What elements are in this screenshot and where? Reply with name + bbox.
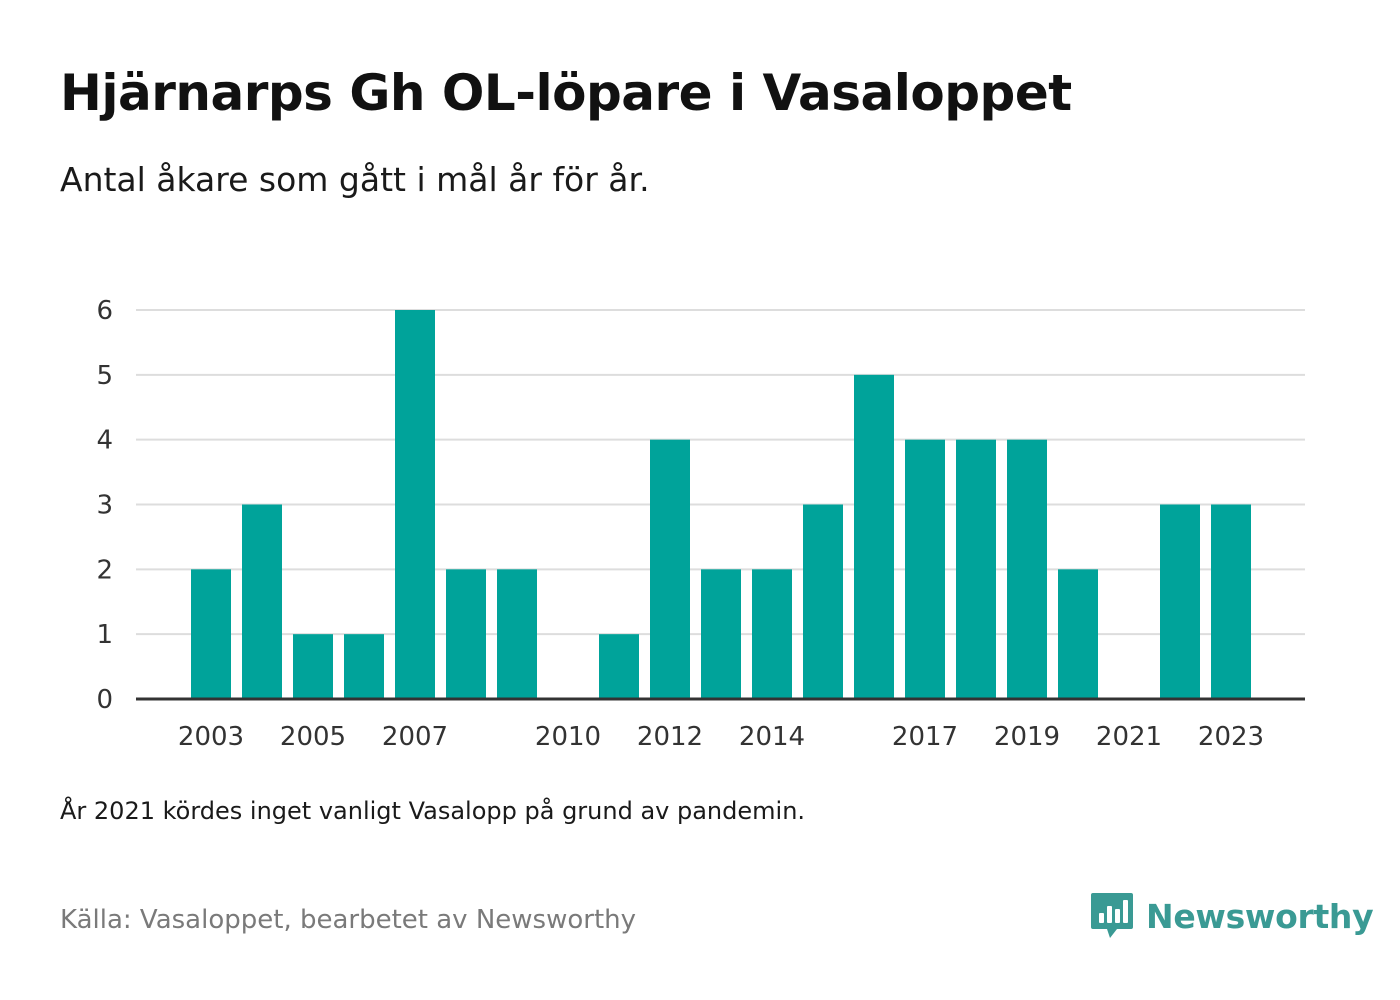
chart-note: År 2021 kördes inget vanligt Vasalopp på… — [60, 797, 806, 825]
x-tick-label: 2012 — [637, 722, 703, 752]
bar-2019 — [1007, 439, 1047, 699]
x-tick-label: 2023 — [1198, 722, 1264, 752]
bar-2011 — [599, 634, 639, 699]
bar-2013 — [701, 569, 741, 699]
x-tick-label: 2017 — [892, 722, 958, 752]
bar-2016 — [854, 374, 894, 699]
newsworthy-logo[interactable]: Newsworthy — [1090, 891, 1374, 941]
bars — [191, 310, 1251, 699]
x-tick-label: 2003 — [178, 722, 244, 752]
bar-2023 — [1211, 504, 1251, 699]
chart-subtitle: Antal åkare som gått i mål år för år. — [60, 160, 650, 199]
y-tick-label: 2 — [96, 555, 113, 585]
source-text: Källa: Vasaloppet, bearbetet av Newswort… — [60, 905, 636, 935]
bar-2005 — [293, 634, 333, 699]
newsworthy-logo-icon — [1091, 893, 1133, 938]
chart-title: Hjärnarps Gh OL-löpare i Vasaloppet — [60, 64, 1072, 122]
bar-2017 — [905, 439, 945, 699]
x-tick-label: 2019 — [994, 722, 1060, 752]
bar-2020 — [1058, 569, 1098, 699]
x-axis-ticks: 2003 2005 2007 2010 2012 2014 2017 2019 2021 2023 — [178, 722, 1264, 752]
x-tick-label: 2014 — [739, 722, 805, 752]
y-tick-label: 6 — [96, 296, 113, 326]
bar-2008 — [446, 569, 486, 699]
bar-2009 — [497, 569, 537, 699]
bar-2014 — [752, 569, 792, 699]
y-tick-label: 3 — [96, 491, 113, 521]
bar-2006 — [344, 634, 384, 699]
bar-2012 — [650, 439, 690, 699]
bar-2015 — [803, 504, 843, 699]
newsworthy-logo-text: Newsworthy — [1146, 896, 1374, 936]
bar-2007 — [395, 310, 435, 699]
x-tick-label: 2010 — [535, 722, 601, 752]
bar-2022 — [1160, 504, 1200, 699]
y-tick-label: 5 — [96, 361, 113, 391]
bar-2018 — [956, 439, 996, 699]
y-tick-label: 1 — [96, 620, 113, 650]
y-axis-ticks: 0 1 2 3 4 5 6 — [96, 296, 113, 715]
x-tick-label: 2007 — [382, 722, 448, 752]
bar-2003 — [191, 569, 231, 699]
x-tick-label: 2005 — [280, 722, 346, 752]
y-tick-label: 0 — [96, 685, 113, 715]
bar-2004 — [242, 504, 282, 699]
y-tick-label: 4 — [96, 426, 113, 456]
x-tick-label: 2021 — [1096, 722, 1162, 752]
